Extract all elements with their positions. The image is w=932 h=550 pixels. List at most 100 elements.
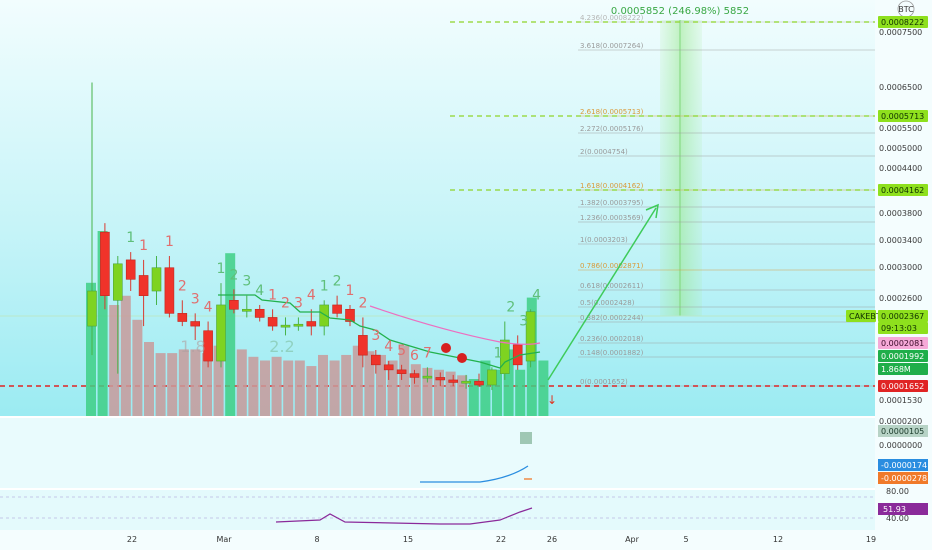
candle-body	[487, 369, 497, 386]
currency-label: BTC	[898, 5, 914, 14]
candle-body	[332, 304, 342, 314]
fib-level-label: 0.618(0.0002611)	[580, 282, 644, 290]
sequential-count-label: 1	[139, 238, 148, 254]
volume-bar	[248, 356, 259, 416]
macd-line-tag	[878, 459, 928, 471]
volume-bar	[399, 345, 410, 416]
price-tag: 0.0005713	[878, 110, 928, 122]
macd-line	[420, 465, 529, 483]
price-tag-label: 09:13:03	[881, 324, 917, 333]
volume-bar	[167, 353, 178, 416]
projection-arrow	[547, 207, 657, 381]
fib-level-label: 3.618(0.0007264)	[580, 42, 644, 50]
price-tag-box	[878, 184, 928, 196]
sequential-count-label: 1	[217, 261, 226, 277]
volume-bar	[213, 345, 224, 416]
sequential-count-label: 4	[204, 300, 213, 316]
sequential-count-label: 1	[126, 230, 135, 246]
candle-body	[280, 324, 291, 328]
time-axis-tick: 26	[547, 535, 557, 544]
time-axis-tick: Mar	[216, 535, 232, 544]
candle-body	[409, 373, 420, 378]
candle-body	[177, 313, 188, 322]
price-axis-tick: 0.0002600	[879, 294, 922, 303]
sequential-count-label: 7	[423, 345, 432, 361]
price-tag: 0.0002367	[878, 310, 928, 322]
price-axis-background	[875, 0, 932, 550]
price-tag: 0.0004162	[878, 184, 928, 196]
candle-body	[203, 330, 213, 362]
sequential-count-label: 1	[493, 345, 502, 361]
rsi-line	[275, 507, 533, 525]
volume-bar	[329, 360, 340, 416]
sequential-count-label: 4	[307, 287, 316, 303]
time-axis-tick: Apr	[625, 535, 640, 544]
fib-level-label: 4.236(0.0008222)	[580, 14, 644, 22]
volume-bar	[86, 282, 96, 416]
price-tag: 1.868M	[878, 363, 928, 375]
macd-zero-tick: 0.0000000	[879, 441, 922, 450]
volume-bar	[352, 345, 363, 416]
price-tag-box	[878, 363, 928, 375]
candle-body	[125, 259, 136, 280]
volume-bar	[144, 342, 154, 416]
rsi-axis-tick: 80.00	[886, 487, 909, 496]
macd-axis-tick: 0.0000200	[879, 417, 922, 426]
candle-body	[358, 335, 368, 356]
pink-average-line	[369, 305, 541, 345]
volume-bar	[271, 356, 282, 416]
candle-body	[306, 321, 317, 327]
sequential-count-label: 3	[294, 295, 303, 311]
volume-bar	[445, 371, 456, 416]
candle-body	[319, 304, 330, 327]
candle-body	[435, 377, 446, 381]
price-tag-label: 0.0001992	[881, 352, 924, 361]
time-axis-tick: 5	[683, 535, 688, 544]
rsi-axis-tick: 40.00	[886, 514, 909, 523]
target-label: 2.2	[269, 337, 294, 356]
volume-bar	[341, 354, 352, 416]
fib-level-label: 0.5(0.0002428)	[580, 299, 635, 307]
fib-level-label: 2.618(0.0005713)	[580, 108, 644, 116]
candle-body	[370, 354, 381, 366]
sequential-count-label: 2	[281, 295, 290, 311]
volume-bar	[283, 360, 294, 416]
projection-zone	[660, 20, 702, 316]
candle-body	[254, 308, 265, 318]
volume-bar	[132, 319, 143, 416]
volume-bar	[155, 353, 166, 416]
sequential-count-label: 2	[506, 300, 515, 316]
price-axis-tick: 0.0003000	[879, 263, 922, 272]
candle-body	[100, 231, 110, 296]
price-tag-box	[878, 380, 928, 392]
volume-bar	[178, 349, 189, 416]
candle-body	[461, 380, 471, 384]
sequential-count-label: 4	[532, 287, 541, 303]
candle-body	[383, 364, 394, 371]
macd-signal-tag	[878, 472, 928, 484]
volume-bar	[109, 305, 120, 416]
sequential-count-label: 5	[397, 343, 406, 359]
volume-bar	[97, 231, 108, 416]
fib-level-label: 1.236(0.0003569)	[580, 214, 644, 222]
volume-bar	[202, 353, 212, 416]
time-axis-tick: 19	[866, 535, 876, 544]
volume-bar	[434, 369, 444, 416]
volume-bar	[422, 367, 433, 416]
sequential-count-label: 3	[519, 313, 528, 329]
price-tag: 0.0002081	[878, 337, 928, 349]
marker-dot-icon	[441, 343, 451, 353]
price-axis-tick: 0.0006500	[879, 83, 922, 92]
volume-bar	[538, 360, 549, 416]
fib-level-label: 1.382(0.0003795)	[580, 199, 644, 207]
fib-level-label: 0(0.0001652)	[580, 378, 628, 386]
macd-hist-value: 0.0000105	[881, 427, 924, 436]
candle-body	[190, 321, 200, 327]
sequential-count-label: 1	[346, 283, 355, 299]
rsi-value-tag	[878, 503, 928, 515]
price-tag-box	[878, 322, 928, 334]
price-tag: 0.0008222	[878, 16, 928, 28]
candle-body	[396, 369, 407, 374]
